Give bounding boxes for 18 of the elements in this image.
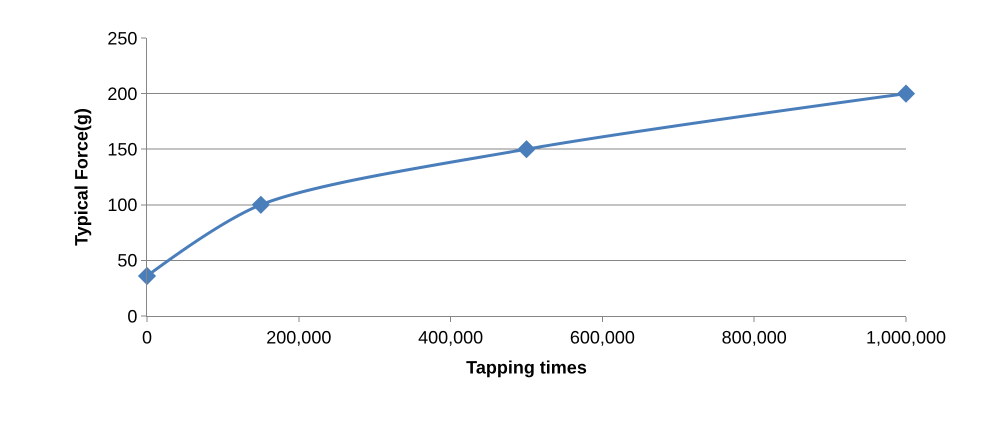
x-tick-label: 800,000 (722, 328, 787, 348)
x-tick-label: 200,000 (266, 328, 332, 348)
x-axis-title: Tapping times (466, 358, 587, 378)
y-tick-label: 50 (117, 250, 138, 271)
point (896, 84, 916, 103)
y-axis-title: Typical Force(g) (72, 108, 92, 246)
point (252, 196, 270, 214)
x-tick-label: 1,000,000 (866, 328, 946, 348)
x-tick-label: 0 (142, 328, 152, 348)
x-tick-label: 600,000 (570, 328, 635, 348)
y-tick-label: 200 (107, 84, 138, 104)
y-tick-label: 250 (107, 28, 138, 48)
y-tick-label: 150 (107, 140, 138, 160)
x-tick-label: 400,000 (418, 328, 484, 348)
y-tick-label: 0 (127, 306, 138, 326)
point (138, 266, 156, 286)
y-tick-label: 100 (107, 195, 138, 216)
point (517, 140, 536, 158)
